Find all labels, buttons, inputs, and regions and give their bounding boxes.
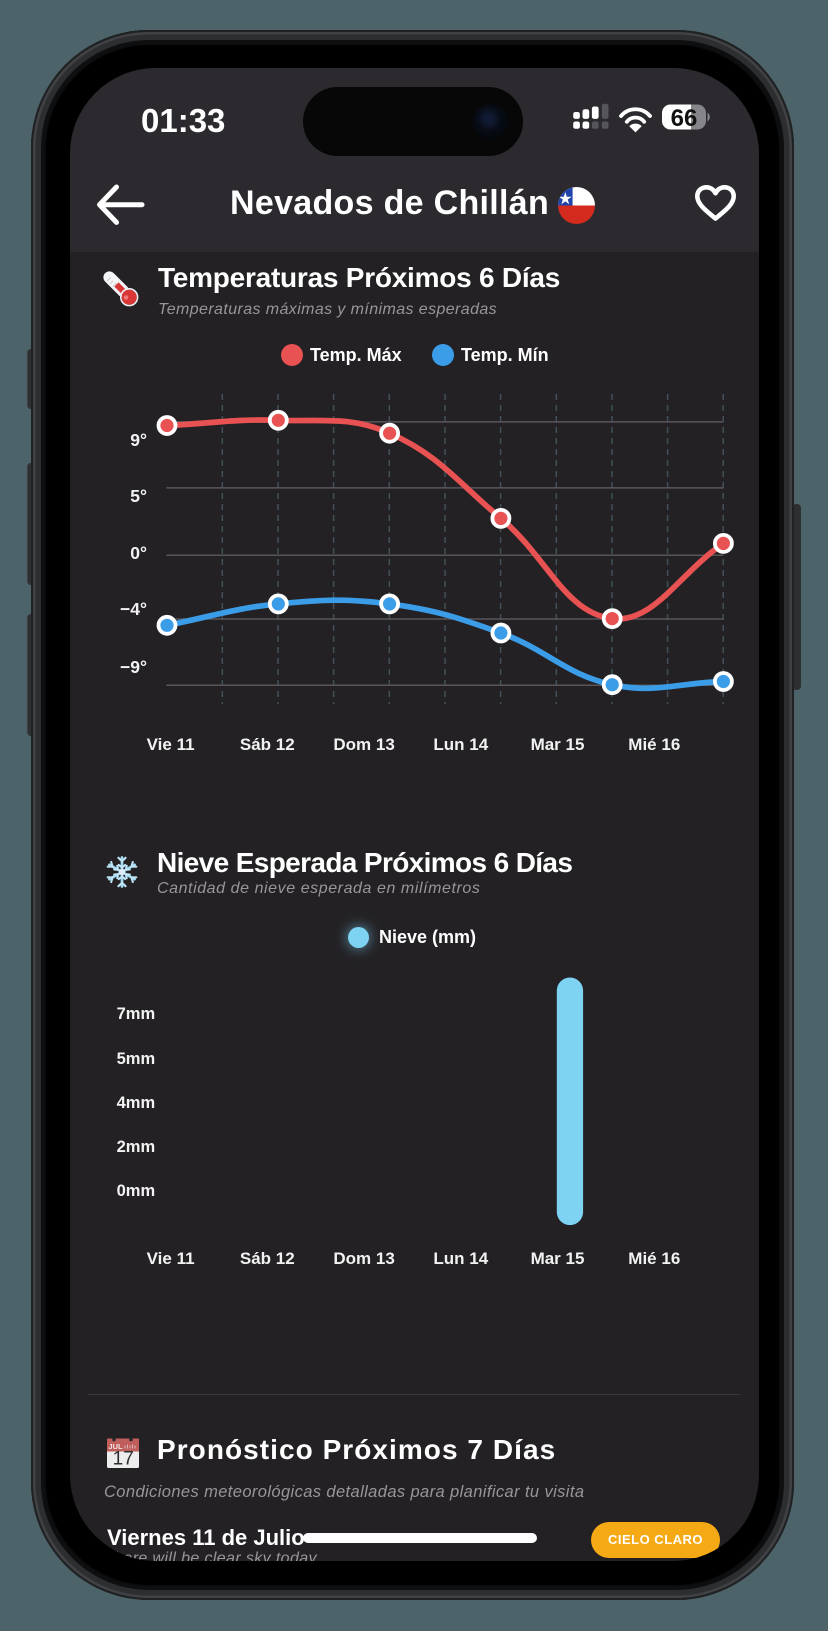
svg-text:−9°: −9° xyxy=(120,657,147,677)
svg-text:2mm: 2mm xyxy=(117,1138,156,1156)
svg-text:Mié 16: Mié 16 xyxy=(628,735,680,754)
svg-text:7mm: 7mm xyxy=(117,1005,156,1023)
svg-text:Mié 16: Mié 16 xyxy=(628,1249,680,1268)
svg-text:Vie 11: Vie 11 xyxy=(147,735,195,754)
svg-text:Vie 11: Vie 11 xyxy=(147,1249,195,1268)
svg-text:Dom 13: Dom 13 xyxy=(333,735,394,754)
svg-text:Sáb 12: Sáb 12 xyxy=(240,735,295,754)
svg-text:Mar 15: Mar 15 xyxy=(531,1249,585,1268)
svg-text:Mar 15: Mar 15 xyxy=(531,735,585,754)
svg-text:9°: 9° xyxy=(130,430,147,450)
svg-text:5mm: 5mm xyxy=(117,1050,156,1068)
svg-text:Sáb 12: Sáb 12 xyxy=(240,1249,295,1268)
svg-text:Lun 14: Lun 14 xyxy=(433,735,488,754)
svg-text:5°: 5° xyxy=(130,486,147,506)
svg-text:66: 66 xyxy=(671,105,698,132)
svg-text:−4°: −4° xyxy=(120,599,147,619)
svg-text:4mm: 4mm xyxy=(117,1094,156,1112)
svg-text:Lun 14: Lun 14 xyxy=(433,1249,488,1268)
svg-text:Dom 13: Dom 13 xyxy=(333,1249,394,1268)
svg-text:0mm: 0mm xyxy=(117,1182,156,1200)
svg-text:0°: 0° xyxy=(130,543,147,563)
svg-text:JUL: JUL xyxy=(108,1442,123,1451)
svg-text:17: 17 xyxy=(113,1449,134,1470)
